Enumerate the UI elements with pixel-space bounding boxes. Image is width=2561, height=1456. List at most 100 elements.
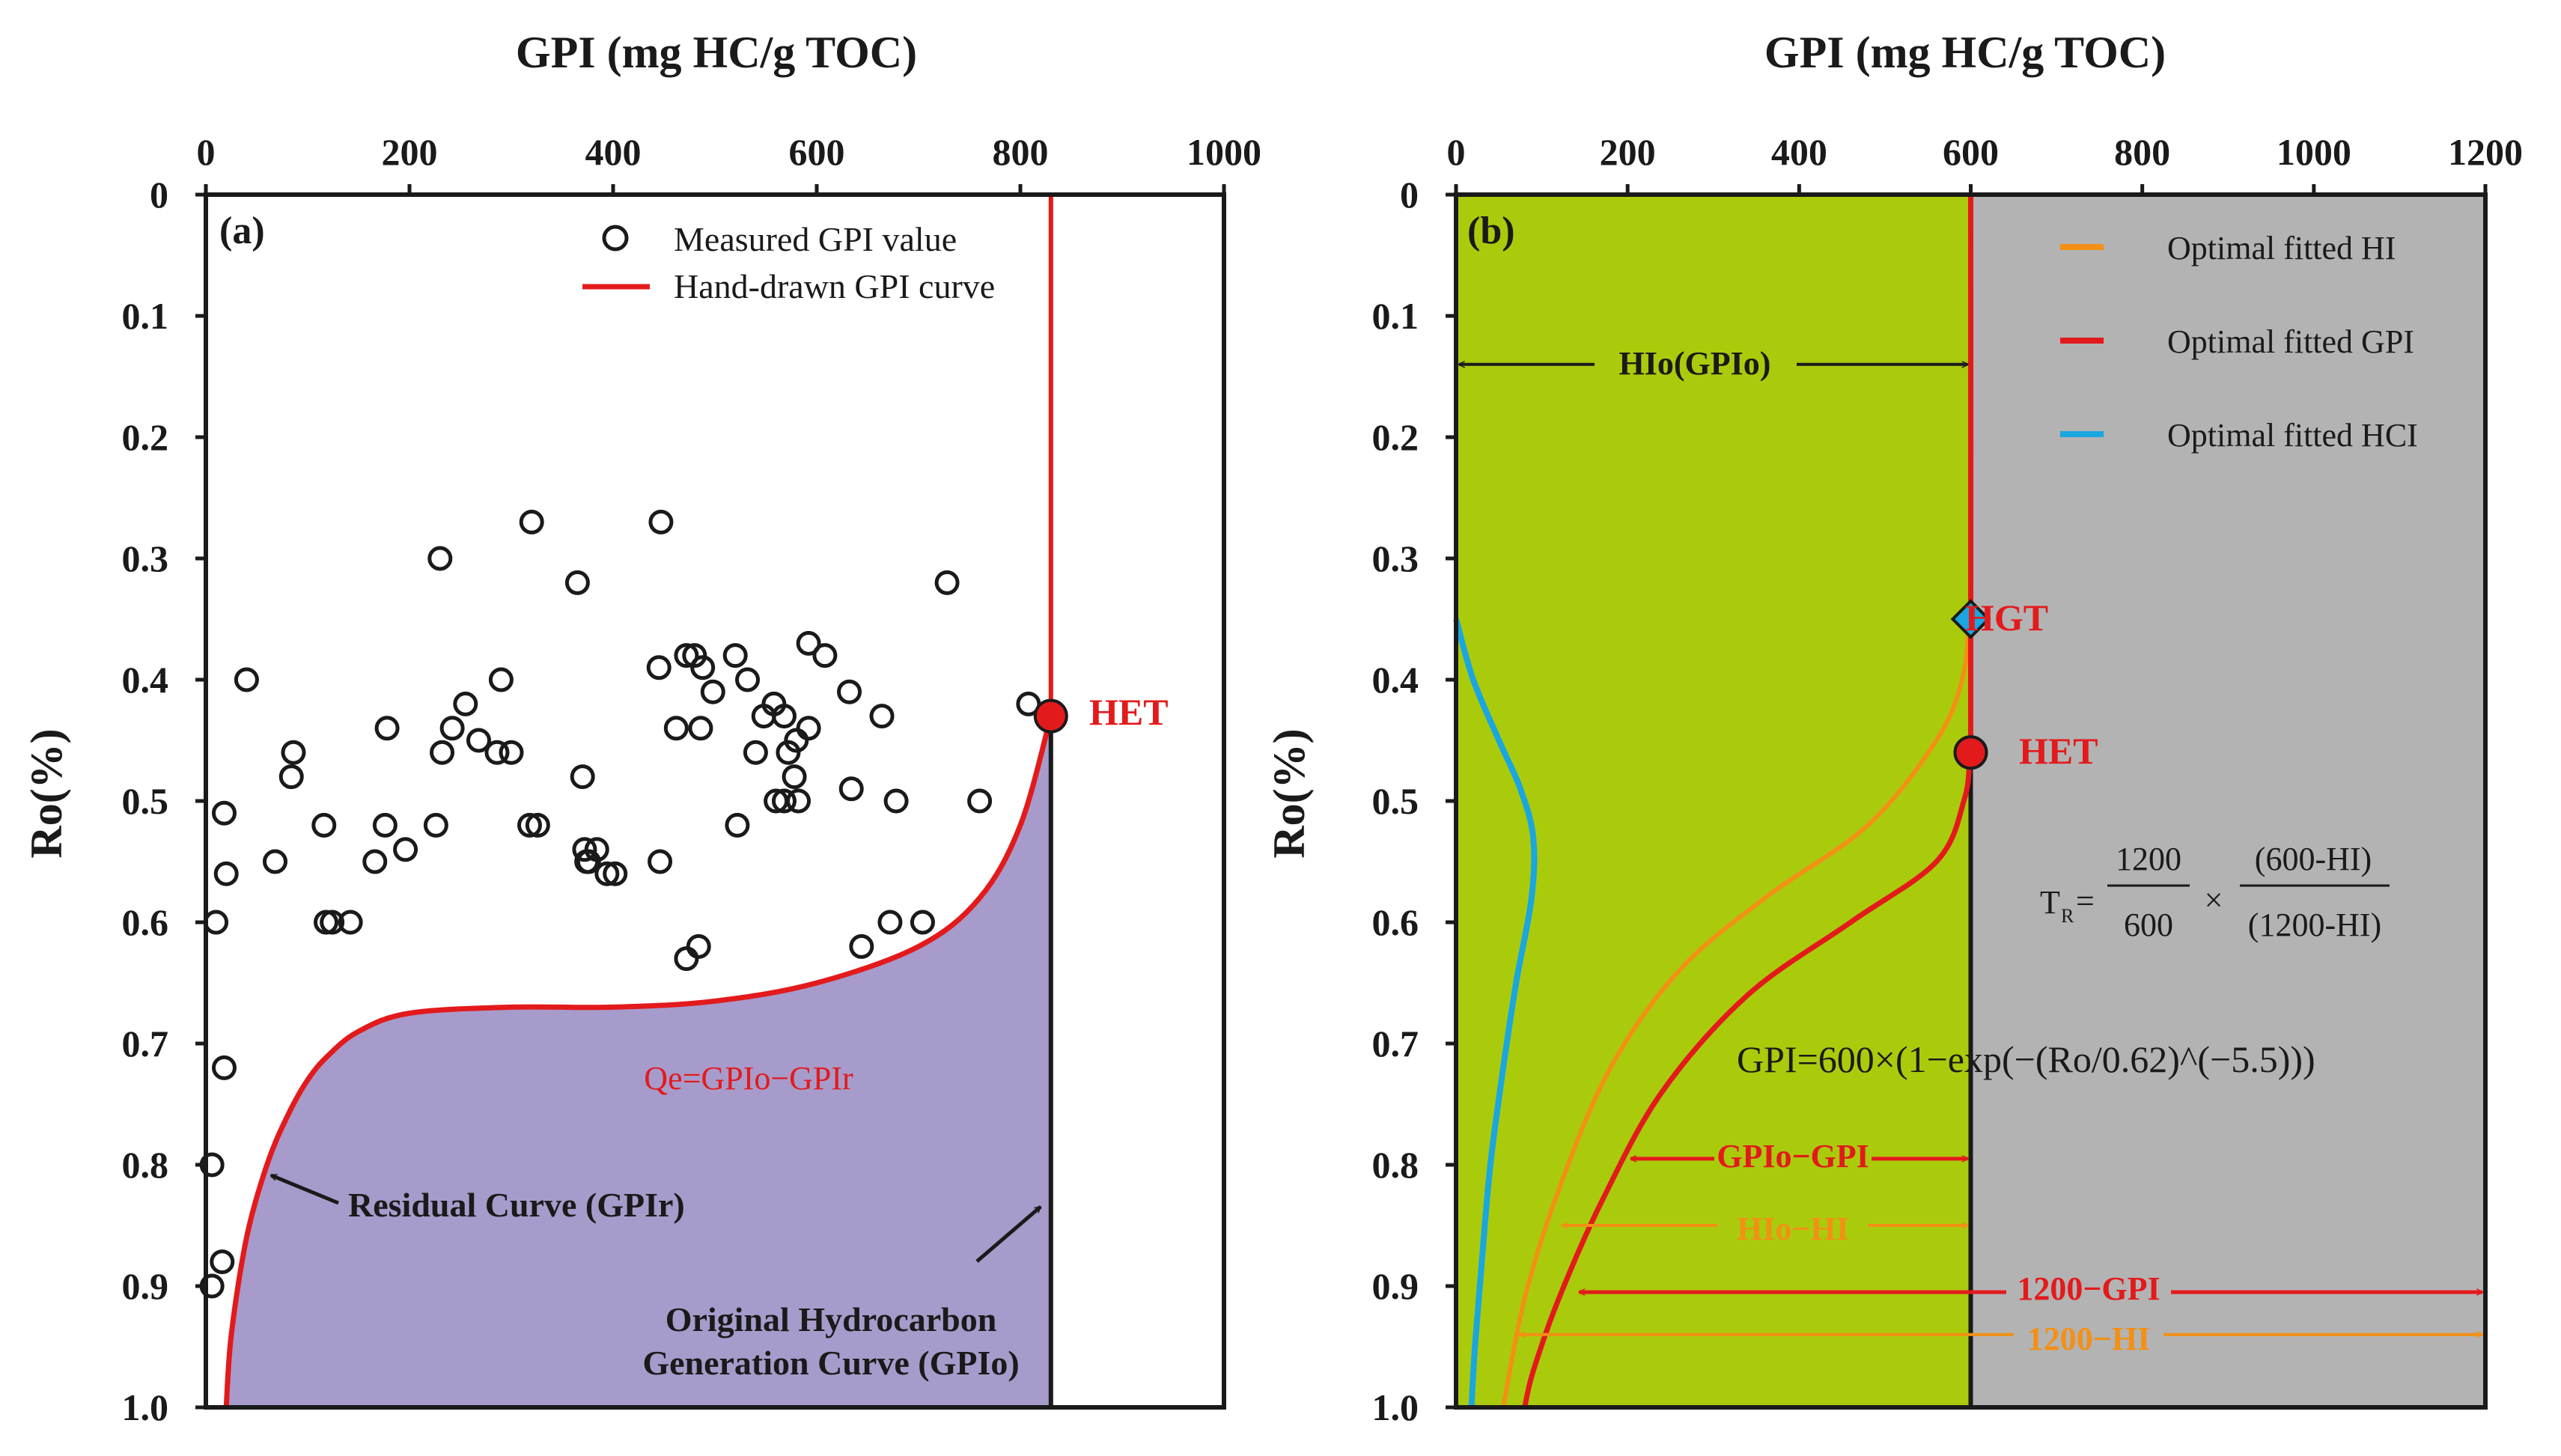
measured-gpi-point bbox=[439, 716, 465, 741]
panel-b-y-axis-title: Ro(%) bbox=[1264, 728, 1314, 858]
measured-gpi-point bbox=[743, 740, 768, 765]
gray-region bbox=[1970, 195, 2485, 1407]
measured-gpi-point bbox=[466, 728, 491, 753]
measured-gpi-point bbox=[648, 509, 674, 534]
measured-gpi-point bbox=[427, 546, 453, 571]
measured-gpi-point bbox=[674, 946, 699, 972]
measured-gpi-point bbox=[393, 837, 418, 862]
residual-arrow bbox=[271, 1173, 339, 1205]
panel-b-x-tick-label: 800 bbox=[2114, 131, 2170, 173]
panel-a-y-tick-label: 0.6 bbox=[122, 901, 169, 943]
panel-b-x-tick-label: 0 bbox=[1447, 131, 1466, 173]
measured-gpi-point bbox=[338, 910, 363, 935]
panel-b-y-tick-label: 0.8 bbox=[1372, 1144, 1419, 1186]
tr-times: × bbox=[2205, 882, 2223, 919]
hgt-label: HGT bbox=[1965, 597, 2048, 639]
gpio-minus-gpi-bg bbox=[1714, 1132, 1872, 1175]
1200-minus-gpi-bg bbox=[2006, 1267, 2171, 1309]
measured-gpi-point bbox=[574, 849, 600, 874]
panel-a-x-tick-label: 200 bbox=[382, 131, 438, 173]
gpio-arrow bbox=[975, 1205, 1041, 1263]
measured-gpi-point bbox=[690, 655, 716, 680]
panel-a-y-tick-label: 0.4 bbox=[122, 659, 169, 701]
measured-gpi-point bbox=[320, 910, 345, 935]
panel-b-y-tick-label: 0.2 bbox=[1372, 416, 1419, 458]
measured-gpi-point bbox=[453, 691, 478, 716]
panel-a: 0 200 400 600 800 1000 0 0.1 0.2 0.3 0.4 0.5 0.6 0.7 0… bbox=[22, 28, 1261, 1428]
measured-gpi-point bbox=[488, 667, 514, 692]
panel-b-y-tick-label: 0.4 bbox=[1372, 659, 1419, 701]
legend-circle-icon bbox=[602, 225, 629, 252]
green-region bbox=[1456, 195, 1971, 1407]
measured-gpi-point bbox=[796, 630, 821, 656]
measured-gpi-point bbox=[374, 716, 400, 741]
hio-label-bg bbox=[1595, 338, 1797, 383]
measured-gpi-point bbox=[686, 933, 711, 959]
measured-gpi-point bbox=[910, 910, 935, 935]
panel-b-x-tick-label: 1000 bbox=[2277, 131, 2351, 173]
measured-gpi-point bbox=[663, 716, 689, 741]
panel-b-y-tick-label: 0.3 bbox=[1372, 537, 1419, 579]
legend-fitted-gpi: Optimal fitted GPI bbox=[2167, 323, 2414, 360]
panel-b-y-tick-label: 1.0 bbox=[1372, 1386, 1419, 1428]
panel-a-y-tick-label: 0.7 bbox=[122, 1023, 169, 1064]
measured-gpi-point bbox=[519, 509, 544, 534]
measured-gpi-point bbox=[372, 812, 398, 838]
measured-gpi-point bbox=[782, 764, 807, 790]
measured-gpi-point bbox=[646, 655, 672, 680]
legend-measured-gpi: Measured GPI value bbox=[674, 220, 957, 258]
panel-b-y-tick-label: 0.5 bbox=[1372, 780, 1419, 822]
1200-minus-gpi-label: 1200−GPI bbox=[2017, 1270, 2160, 1307]
measured-gpi-point bbox=[722, 643, 748, 668]
panel-a-x-tick-label: 400 bbox=[585, 131, 642, 173]
measured-gpi-point bbox=[311, 812, 337, 838]
panel-a-x-tick-label: 600 bbox=[789, 131, 845, 173]
panel-b-x-tick-label: 600 bbox=[1943, 131, 1999, 173]
measured-gpi-point bbox=[812, 643, 838, 668]
measured-gpi-point bbox=[211, 1055, 237, 1080]
panel-b-y-tick-label: 0 bbox=[1400, 174, 1419, 216]
measured-gpi-point bbox=[430, 740, 455, 765]
measured-gpi-point bbox=[869, 704, 895, 729]
legend-hand-drawn-curve: Hand-drawn GPI curve bbox=[674, 267, 995, 305]
panel-b-x-tick-label: 200 bbox=[1600, 131, 1656, 173]
measured-gpi-point bbox=[525, 812, 550, 838]
qe-filled-area bbox=[226, 716, 1051, 1407]
optimal-fitted-gpi-curve bbox=[1522, 194, 1974, 1408]
panel-a-y-tick-label: 0.2 bbox=[122, 416, 169, 458]
panel-a-y-tick-label: 1.0 bbox=[122, 1386, 169, 1428]
panel-a-x-tick-label: 800 bbox=[993, 131, 1049, 173]
panel-b-y-tick-label: 0.9 bbox=[1372, 1265, 1419, 1307]
legend-fitted-hi: Optimal fitted HI bbox=[2167, 230, 2396, 266]
measured-gpi-point bbox=[262, 849, 287, 874]
tr-numerator-1: 1200 bbox=[2116, 841, 2181, 877]
measured-gpi-point bbox=[517, 812, 542, 838]
measured-gpi-point bbox=[210, 1249, 235, 1275]
het-marker-b bbox=[1953, 735, 1988, 770]
measured-gpi-point bbox=[967, 788, 993, 814]
panel-b: 0 200 400 600 800 1000 1200 0 0.1 0.2 0.3 0.4 0.5 0.6… bbox=[1264, 28, 2523, 1428]
measured-gpi-point bbox=[700, 679, 725, 704]
measured-gpi-point bbox=[849, 933, 874, 959]
measured-gpi-point bbox=[725, 812, 750, 838]
measured-gpi-point bbox=[603, 861, 628, 886]
measured-gpi-point bbox=[278, 764, 304, 790]
1200-minus-hi-bg bbox=[2014, 1318, 2163, 1359]
panel-b-y-tick-label: 0.1 bbox=[1372, 295, 1419, 337]
het-marker bbox=[1033, 698, 1068, 734]
measured-gpi-point bbox=[204, 910, 229, 935]
measured-gpi-point bbox=[837, 679, 862, 704]
measured-gpi-point bbox=[776, 740, 801, 765]
panel-a-x-tick-label: 0 bbox=[197, 131, 216, 173]
het-label-a: HET bbox=[1089, 691, 1169, 733]
measured-gpi-point bbox=[796, 716, 821, 741]
het-label-b: HET bbox=[2019, 730, 2098, 772]
measured-gpi-points bbox=[199, 509, 1041, 1299]
measured-gpi-point bbox=[764, 788, 789, 814]
panel-a-ticks: 0 200 400 600 800 1000 0 0.1 0.2 0.3 0.4 0.5 0.6 0.7 0… bbox=[122, 131, 1262, 1428]
measured-gpi-point bbox=[570, 764, 595, 790]
measured-gpi-point bbox=[484, 740, 510, 765]
panel-b-x-tick-label: 1200 bbox=[2448, 131, 2523, 173]
measured-gpi-point bbox=[934, 570, 960, 595]
